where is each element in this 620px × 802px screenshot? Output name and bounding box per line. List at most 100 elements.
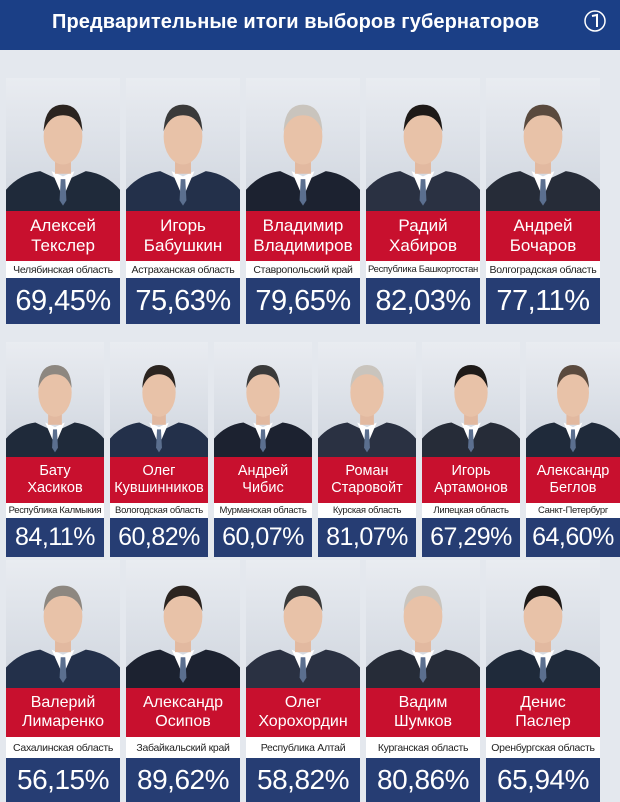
candidate-portrait (126, 560, 240, 688)
candidate-portrait (318, 342, 416, 457)
portrait-icon (246, 585, 360, 688)
candidate-percent: 69,45% (6, 278, 120, 324)
candidate-region: Курская область (318, 503, 416, 518)
candidate-name: Андрей Чибис (214, 457, 312, 503)
candidate-first-name: Игорь (451, 463, 491, 480)
candidate-last-name: Бабушкин (143, 236, 223, 255)
candidate-portrait (6, 78, 120, 211)
candidate-region: Волгоградская область (486, 261, 600, 278)
candidate-region: Санкт-Петербург (526, 503, 620, 518)
candidate-region: Курганская область (366, 737, 480, 758)
candidate-first-name: Радий (398, 216, 448, 236)
candidate-name: Вадим Шумков (366, 688, 480, 737)
candidate-last-name: Беглов (549, 480, 597, 496)
candidate-last-name: Артамонов (434, 480, 508, 496)
candidate-first-name: Валерий (30, 694, 96, 712)
candidate-first-name: Роман (345, 463, 389, 480)
candidate-name: Олег Кувшинников (110, 457, 208, 503)
candidate-portrait (110, 342, 208, 457)
candidate-last-name: Шумков (393, 712, 453, 730)
candidate-name: Денис Паслер (486, 688, 600, 737)
candidate-name: Игорь Бабушкин (126, 211, 240, 261)
candidate-card: Олег Кувшинников Вологодская область 60,… (110, 342, 208, 557)
candidate-first-name: Владимир (262, 216, 344, 236)
portrait-icon (6, 104, 120, 211)
candidate-region: Забайкальский край (126, 737, 240, 758)
candidate-name: Александр Осипов (126, 688, 240, 737)
candidate-region: Мурманская область (214, 503, 312, 518)
candidate-last-name: Лимаренко (21, 712, 105, 730)
candidate-percent: 84,11% (6, 518, 104, 557)
candidate-card: Александр Осипов Забайкальский край 89,6… (126, 560, 240, 802)
candidate-last-name: Текслер (31, 236, 95, 255)
candidate-card: Александр Беглов Санкт-Петербург 64,60% (526, 342, 620, 557)
candidate-portrait (526, 342, 620, 457)
portrait-icon (6, 585, 120, 688)
candidate-portrait (246, 78, 360, 211)
candidate-portrait (422, 342, 520, 457)
candidate-region: Ставропольский край (246, 261, 360, 278)
candidate-first-name: Денис (520, 694, 566, 712)
candidate-last-name: Хабиров (389, 236, 457, 255)
candidate-last-name: Бочаров (509, 236, 577, 255)
candidate-first-name: Андрей (237, 463, 289, 480)
candidate-name: Олег Хорохордин (246, 688, 360, 737)
portrait-icon (318, 365, 416, 457)
candidate-name: Валерий Лимаренко (6, 688, 120, 737)
candidate-portrait (6, 560, 120, 688)
candidate-portrait (246, 560, 360, 688)
candidate-name: Андрей Бочаров (486, 211, 600, 261)
candidate-percent: 60,07% (214, 518, 312, 557)
candidate-last-name: Паслер (515, 712, 571, 730)
header-bar: Предварительные итоги выборов губернатор… (0, 0, 620, 50)
portrait-icon (110, 365, 208, 457)
portrait-icon (126, 104, 240, 211)
candidate-name: Алексей Текслер (6, 211, 120, 261)
portrait-icon (526, 365, 620, 457)
candidate-last-name: Владимиров (253, 236, 353, 255)
candidate-percent: 82,03% (366, 278, 480, 324)
candidate-region: Астраханская область (126, 261, 240, 278)
candidate-name: Бату Хасиков (6, 457, 104, 503)
candidate-portrait (366, 78, 480, 211)
candidate-last-name: Чибис (242, 480, 284, 496)
candidate-last-name: Хасиков (27, 480, 83, 496)
candidate-card: Олег Хорохордин Республика Алтай 58,82% (246, 560, 360, 802)
candidate-first-name: Олег (142, 463, 176, 480)
candidate-portrait (6, 342, 104, 457)
candidate-name: Игорь Артамонов (422, 457, 520, 503)
candidate-region: Челябинская область (6, 261, 120, 278)
candidate-card: Алексей Текслер Челябинская область 69,4… (6, 78, 120, 324)
candidate-first-name: Алексей (30, 216, 96, 236)
portrait-icon (366, 585, 480, 688)
candidate-percent: 65,94% (486, 758, 600, 802)
candidate-percent: 67,29% (422, 518, 520, 557)
candidate-last-name: Осипов (155, 712, 211, 730)
candidate-card: Игорь Бабушкин Астраханская область 75,6… (126, 78, 240, 324)
candidate-card: Денис Паслер Оренбургская область 65,94% (486, 560, 600, 802)
candidate-region: Республика Калмыкия (6, 503, 104, 518)
candidate-card: Вадим Шумков Курганская область 80,86% (366, 560, 480, 802)
portrait-icon (6, 365, 104, 457)
candidate-first-name: Андрей (513, 216, 573, 236)
candidate-name: Радий Хабиров (366, 211, 480, 261)
candidate-last-name: Старовойт (331, 480, 403, 496)
candidate-portrait (366, 560, 480, 688)
candidate-portrait (486, 560, 600, 688)
candidate-first-name: Александр (536, 463, 610, 480)
candidate-first-name: Олег (284, 694, 322, 712)
candidate-percent: 77,11% (486, 278, 600, 324)
candidate-percent: 80,86% (366, 758, 480, 802)
candidate-card: Радий Хабиров Республика Башкортостан 82… (366, 78, 480, 324)
portrait-icon (366, 104, 480, 211)
candidate-region: Республика Башкортостан (366, 261, 480, 278)
candidate-percent: 75,63% (126, 278, 240, 324)
candidate-region: Липецкая область (422, 503, 520, 518)
candidate-portrait (486, 78, 600, 211)
candidate-first-name: Александр (142, 694, 224, 712)
channel-logo-icon (584, 10, 606, 32)
portrait-icon (422, 365, 520, 457)
candidate-region: Республика Алтай (246, 737, 360, 758)
candidate-percent: 56,15% (6, 758, 120, 802)
candidate-card: Бату Хасиков Республика Калмыкия 84,11% (6, 342, 104, 557)
